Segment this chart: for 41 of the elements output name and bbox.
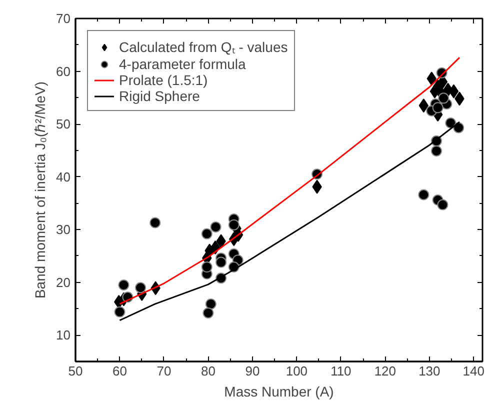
point [201, 262, 212, 273]
point [448, 84, 459, 98]
y-axis-title: Band moment of inertia J₀(ℏ²/MeV) [32, 81, 48, 299]
y-tick-label: 50 [56, 116, 71, 132]
point [135, 282, 146, 294]
point [432, 102, 444, 114]
point [201, 228, 212, 240]
x-tick-label: 90 [245, 364, 260, 378]
y-tick-label: 10 [56, 328, 71, 343]
y-tick-label: 60 [56, 64, 71, 79]
y-tick-label: 40 [56, 169, 71, 184]
point [114, 306, 126, 318]
x-tick-label: 120 [374, 364, 396, 378]
point [430, 145, 442, 156]
legend-label: Rigid Sphere [119, 88, 200, 104]
x-tick-label: 70 [156, 364, 172, 378]
x-tick-label: 140 [462, 364, 485, 378]
point [210, 221, 222, 232]
point [437, 199, 448, 210]
x-tick-label: 50 [68, 364, 83, 378]
legend-label: Prolate (1.5:1) [119, 72, 208, 88]
point [228, 219, 240, 230]
x-tick-label: 100 [286, 364, 308, 378]
point [150, 217, 161, 228]
y-tick-label: 70 [56, 11, 71, 26]
point [202, 307, 214, 318]
point [118, 279, 130, 290]
point [205, 298, 216, 310]
x-tick-label: 80 [200, 364, 216, 378]
point [445, 117, 456, 128]
x-tick-label: 130 [418, 364, 440, 378]
legend-label: Calculated from Qₜ - values [119, 38, 288, 56]
x-axis-title: Mass Number (A) [224, 384, 334, 400]
y-tick-label: 30 [56, 222, 71, 238]
legend-label: 4-parameter formula [119, 56, 246, 72]
point [216, 256, 227, 268]
y-tick-label: 20 [56, 274, 71, 290]
point [438, 92, 450, 104]
x-tick-label: 110 [330, 364, 352, 378]
point [418, 189, 430, 200]
x-tick-label: 60 [112, 364, 127, 378]
